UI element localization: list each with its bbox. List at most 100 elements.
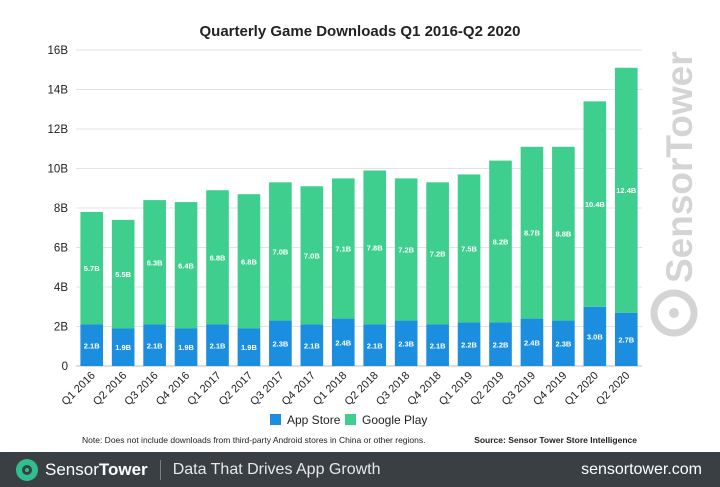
legend-swatch-google-play <box>345 414 356 425</box>
bar-google-play <box>300 186 324 325</box>
legend-label-google-play: Google Play <box>362 413 427 427</box>
data-label-google-play: 12.4B <box>616 186 637 195</box>
bar-google-play <box>269 182 292 321</box>
y-tick-label: 4B <box>54 282 68 294</box>
bar-google-play <box>426 182 449 325</box>
footer-divider <box>159 459 161 480</box>
data-label-google-play: 7.1B <box>335 244 351 253</box>
gridlines <box>76 49 642 367</box>
bar-app-store <box>206 324 229 366</box>
watermark: SensorTower <box>650 51 700 337</box>
data-label-google-play: 8.2B <box>493 238 509 247</box>
legend-label-app-store: App Store <box>287 413 341 427</box>
data-label-google-play: 6.4B <box>178 261 194 270</box>
footer-brand-tower: Tower <box>98 459 148 479</box>
y-tick-label: 8B <box>54 203 68 215</box>
bar-app-store <box>237 328 261 366</box>
bar-google-play <box>206 190 229 325</box>
data-label-google-play: 8.8B <box>555 230 571 239</box>
chart-source: Source: Sensor Tower Store Intelligence <box>474 435 637 445</box>
data-label-google-play: 6.3B <box>147 258 163 267</box>
bar-app-store <box>457 322 481 366</box>
y-tick-label: 16B <box>48 45 69 57</box>
data-label-google-play: 5.7B <box>84 264 100 273</box>
footer-tagline: Data That Drives App Growth <box>172 460 381 478</box>
data-label-app-store: 2.2B <box>461 340 477 349</box>
x-tick-label: Q2 2020 <box>594 370 632 408</box>
y-tick-label: 0 <box>62 361 68 373</box>
bar-app-store <box>111 328 135 366</box>
sensor-tower-logo-icon <box>16 458 38 481</box>
data-label-app-store: 2.1B <box>430 341 446 350</box>
bar-google-play <box>583 101 607 307</box>
data-label-app-store: 2.1B <box>147 341 163 350</box>
bar-google-play <box>614 67 638 313</box>
y-axis: 0 2B 4B 6B 8B 10B 12B 14B 16B <box>48 45 69 373</box>
data-label-google-play: 7.0B <box>272 247 288 256</box>
data-label-google-play: 6.8B <box>241 257 257 266</box>
data-label-google-play: 7.2B <box>398 245 414 254</box>
data-label-google-play: 8.7B <box>524 229 540 238</box>
y-tick-label: 14B <box>48 85 69 97</box>
x-tick-label: Q2 2018 <box>343 370 381 408</box>
x-tick-label: Q2 2016 <box>91 370 129 408</box>
y-tick-label: 6B <box>54 243 68 255</box>
x-tick-label: Q2 2019 <box>468 370 506 408</box>
data-label-app-store: 3.0B <box>587 332 603 341</box>
y-tick-label: 12B <box>48 124 69 136</box>
data-label-google-play: 7.5B <box>461 244 477 253</box>
chart: Quarterly Game Downloads Q1 2016-Q2 2020… <box>48 23 700 445</box>
bar-google-play <box>520 146 544 319</box>
data-label-app-store: 1.9B <box>241 343 257 352</box>
bar-google-play <box>174 202 198 329</box>
bar-app-store <box>363 324 387 366</box>
bar-app-store <box>614 312 638 366</box>
watermark-text: SensorTower <box>659 51 700 283</box>
data-label-app-store: 2.4B <box>335 338 351 347</box>
data-label-app-store: 2.4B <box>524 338 540 347</box>
footer-bar: SensorTower Data That Drives App Growth … <box>0 452 720 487</box>
bar-google-play <box>111 219 135 329</box>
bar-google-play <box>457 174 481 323</box>
bar-google-play <box>237 194 261 329</box>
data-label-app-store: 2.7B <box>618 335 634 344</box>
bar-google-play <box>394 178 418 321</box>
x-tick-label: Q3 2018 <box>374 370 412 408</box>
bar-google-play <box>331 178 355 319</box>
x-tick-label: Q1 2018 <box>311 370 349 408</box>
x-tick-label: Q4 2017 <box>280 370 318 408</box>
data-label-app-store: 2.1B <box>367 341 383 350</box>
bar-app-store <box>394 320 418 366</box>
bar-google-play <box>552 146 575 321</box>
chart-title: Quarterly Game Downloads Q1 2016-Q2 2020 <box>200 23 521 40</box>
x-tick-label: Q4 2019 <box>531 370 569 408</box>
bar-app-store <box>174 328 198 366</box>
y-tick-label: 2B <box>54 322 68 334</box>
data-label-google-play: 7.8B <box>367 244 383 253</box>
x-tick-label: Q4 2016 <box>154 370 192 408</box>
x-tick-label: Q1 2017 <box>185 370 223 408</box>
bar-app-store <box>331 318 355 366</box>
data-label-app-store: 2.3B <box>555 339 571 348</box>
y-tick-label: 10B <box>48 164 69 176</box>
data-label-google-play: 10.4B <box>585 200 606 209</box>
x-tick-label: Q3 2019 <box>500 370 538 408</box>
x-tick-label: Q3 2017 <box>248 370 286 408</box>
data-label-app-store: 2.1B <box>210 341 226 350</box>
chart-note: Note: Does not include downloads from th… <box>82 435 426 445</box>
footer-logo[interactable]: SensorTower <box>16 458 148 481</box>
data-label-google-play: 7.0B <box>304 251 320 260</box>
x-tick-label: Q1 2019 <box>437 370 475 408</box>
bar-app-store <box>143 324 166 366</box>
bar-app-store <box>426 324 449 366</box>
data-label-app-store: 2.2B <box>493 340 509 349</box>
bar-app-store <box>80 324 104 366</box>
bar-app-store <box>489 322 512 366</box>
x-tick-label: Q1 2016 <box>60 370 98 408</box>
footer-url[interactable]: sensortower.com <box>581 460 702 478</box>
bar-google-play <box>80 211 104 325</box>
bar-app-store <box>552 320 575 366</box>
footer-brand: SensorTower <box>45 460 148 480</box>
x-tick-label: Q3 2016 <box>122 370 160 408</box>
